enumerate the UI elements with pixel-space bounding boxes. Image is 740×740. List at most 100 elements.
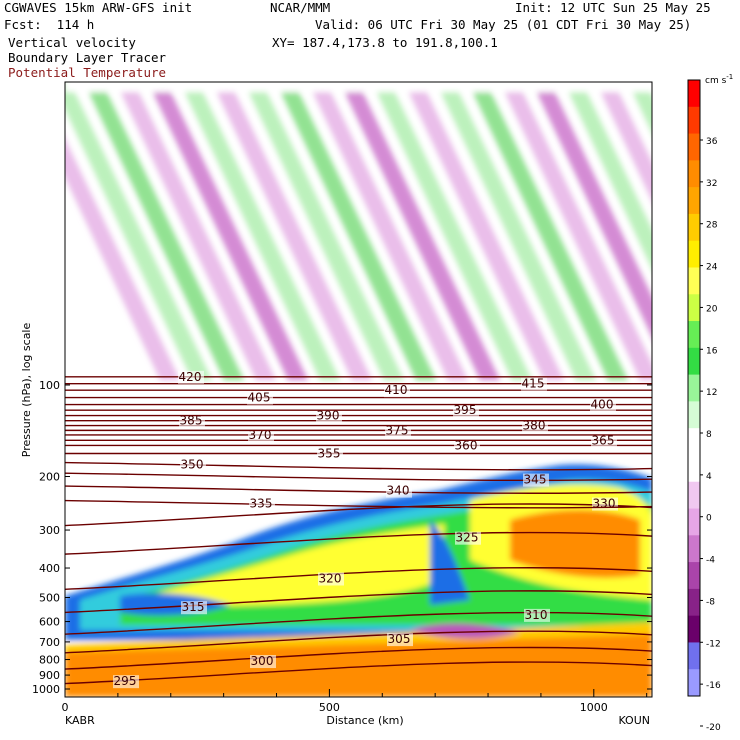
colorbar-swatch — [688, 80, 700, 108]
shading-layer: 295 300 305 310 315 320 325 330 335 340 345 350 355 3… — [65, 82, 652, 697]
colorbar-swatch — [688, 642, 700, 670]
theta-contour — [65, 646, 652, 670]
theta-contour — [65, 611, 652, 635]
colorbar-label: 32 — [706, 179, 717, 189]
wave-band — [65, 138, 180, 380]
contour-label: 310 — [525, 608, 548, 622]
contour-label-bg — [590, 398, 616, 412]
wave-band — [65, 82, 212, 380]
theta-contour — [65, 661, 652, 685]
contour-label: 420 — [179, 370, 202, 384]
colorbar-swatch — [688, 267, 700, 295]
wave-band — [180, 82, 340, 380]
theta-contour — [65, 567, 652, 591]
contour-label: 395 — [454, 403, 477, 417]
tracer-plume — [65, 464, 652, 697]
contour-label: 305 — [388, 632, 411, 646]
contour-label-bg — [591, 434, 617, 448]
contour-label-bg — [454, 439, 480, 453]
valid-time: Valid: 06 UTC Fri 30 May 25 (01 CDT Fri … — [315, 17, 692, 32]
colorbar-swatch — [688, 428, 700, 456]
colorbar-label: 4 — [706, 472, 712, 482]
contour-label-bg — [113, 675, 139, 689]
colorbar-swatch — [688, 562, 700, 590]
contour-label: 350 — [181, 457, 204, 471]
colorbar-swatch — [688, 535, 700, 563]
contour-label-bg — [181, 601, 207, 615]
contour-label: 400 — [591, 398, 614, 412]
contour-label-bg — [522, 419, 548, 433]
x-tick-label: 1000 — [580, 701, 608, 714]
colorbar-swatch — [688, 401, 700, 429]
colorbar: 36 32 28 24 20 16 12 8 4 0 -4 -8 -12 -16 -20 — [687, 79, 721, 733]
colorbar-swatch — [688, 240, 700, 268]
contour-label-bg — [179, 414, 205, 428]
wave-band — [244, 82, 404, 380]
theta-contour — [65, 485, 652, 494]
contour-label: 345 — [524, 473, 547, 487]
colorbar-units: cm s-1 — [705, 73, 733, 86]
contour-label: 365 — [592, 433, 615, 447]
contour-label-bg — [318, 572, 344, 586]
endpoint-left: KABR — [65, 714, 95, 727]
y-tick-label: 400 — [39, 562, 60, 575]
colorbar-swatch — [688, 106, 700, 135]
wave-band — [500, 82, 652, 380]
wave-band — [372, 82, 532, 380]
contour-label-bg — [386, 484, 412, 498]
contour-label-bg — [523, 473, 549, 487]
contour-label: 360 — [455, 438, 478, 452]
contour-label-bg — [384, 384, 410, 398]
contour-label: 300 — [251, 654, 274, 668]
colorbar-swatch — [688, 213, 700, 242]
x-tick-label: 500 — [319, 701, 340, 714]
colorbar-swatch — [688, 294, 700, 322]
contour-label: 370 — [249, 428, 272, 442]
plot-frame — [64, 81, 653, 698]
endpoint-right: KOUN — [618, 714, 650, 727]
wave-gap — [65, 82, 652, 92]
colorbar-label: 28 — [706, 221, 718, 231]
contour-label: 385 — [180, 414, 203, 428]
wave-band — [468, 82, 628, 380]
colorbar-label: 24 — [706, 263, 718, 273]
contour-label: 320 — [319, 571, 342, 585]
contour-label-bg — [455, 531, 481, 545]
contour-label-bg — [317, 447, 343, 461]
cross-section-endpoints: XY= 187.4,173.8 to 191.8,100.1 — [272, 35, 498, 50]
contour-label-bg — [247, 391, 273, 405]
init-time: Init: 12 UTC Sun 25 May 25 — [515, 0, 711, 15]
contour-label: 375 — [386, 423, 409, 437]
colorbar-label: 16 — [706, 346, 718, 356]
contour-label-bg — [521, 377, 547, 391]
contour-label: 295 — [114, 674, 137, 688]
y-tick-label: 900 — [39, 669, 60, 682]
contour-label: 340 — [387, 484, 410, 498]
colorbar-swatch — [688, 454, 700, 483]
contour-label-bg — [248, 428, 274, 442]
contour-label-bg — [180, 458, 206, 472]
contour-label-bg — [453, 404, 479, 418]
theta-contour — [65, 472, 652, 482]
y-tick-label: 200 — [39, 471, 60, 484]
wave-band — [404, 82, 564, 380]
contour-label: 355 — [318, 446, 341, 460]
colorbar-swatch — [688, 508, 700, 536]
wave-band — [564, 82, 652, 270]
contour-label: 390 — [317, 409, 340, 423]
wave-band — [340, 82, 500, 380]
colorbar-frame — [687, 79, 701, 697]
wave-band — [532, 82, 652, 338]
model-title: CGWAVES 15km ARW-GFS init — [4, 0, 193, 15]
contour-label: 330 — [593, 497, 616, 511]
colorbar-swatch — [688, 481, 700, 510]
colorbar-label: -12 — [706, 639, 721, 649]
colorbar-swatch — [688, 187, 700, 215]
contour-label-bg — [385, 424, 411, 438]
wave-band — [628, 82, 652, 134]
colorbar-label: -20 — [706, 723, 721, 733]
colorbar-label: -16 — [706, 681, 721, 691]
field-boundary-layer-tracer: Boundary Layer Tracer — [8, 50, 167, 65]
contour-label-bg — [387, 633, 413, 647]
